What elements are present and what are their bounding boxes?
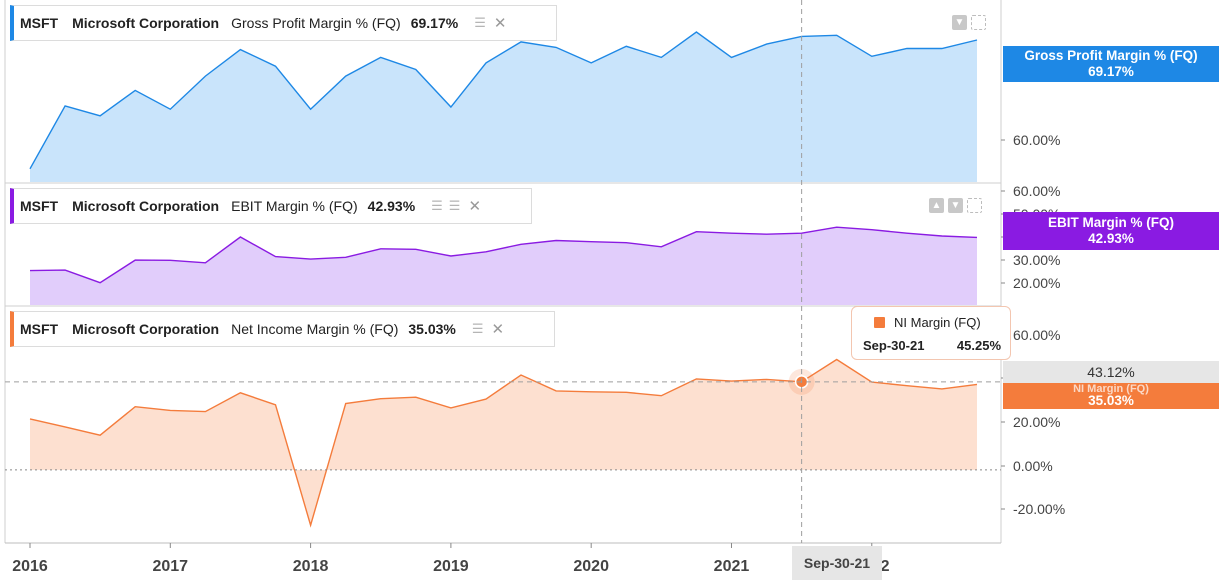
series-area-2 (30, 227, 977, 305)
series-area-3 (30, 359, 977, 526)
legend-gross-profit: MSFT Microsoft Corporation Gross Profit … (10, 5, 557, 41)
legend-metric: Net Income Margin % (FQ) (231, 321, 399, 337)
x-axis: 2016201720182019202020212022 (12, 543, 890, 575)
series-line-3 (29, 358, 978, 528)
chart-series (5, 31, 1001, 528)
x-tick-label: 2020 (573, 558, 609, 575)
chart-panels (4, 0, 1002, 544)
value-tag-ebit: EBIT Margin % (FQ) 42.93% (1003, 212, 1219, 250)
value-tag-gross: Gross Profit Margin % (FQ) 69.17% (1003, 46, 1219, 82)
y-tick-label: 60.00% (1013, 327, 1060, 343)
series-line-2 (29, 226, 978, 284)
tooltip-value: 45.25% (956, 338, 1001, 353)
tag-value: 69.17% (1088, 64, 1134, 79)
legend-ticker: MSFT (20, 15, 59, 31)
x-tick-label: 2016 (12, 558, 48, 575)
y-tick-label: 20.00% (1013, 414, 1060, 430)
close-icon[interactable]: ✕ (468, 198, 482, 215)
crosshair-value-tag: 43.12% (1003, 361, 1219, 383)
layers-icon[interactable]: ☰ (471, 321, 484, 336)
x-tick-label: 2018 (293, 558, 329, 575)
legend-metric: EBIT Margin % (FQ) (231, 198, 358, 214)
legend-value: 69.17% (410, 15, 459, 31)
crosshair (5, 0, 1001, 543)
tag-name: NI Margin (FQ) (1073, 383, 1149, 395)
tag-value: 35.03% (1088, 393, 1134, 408)
y-tick-label: 60.00% (1013, 132, 1060, 148)
layers-icon[interactable]: ☰ (474, 15, 486, 30)
crosshair-value: 43.12% (1087, 364, 1135, 380)
legend-value: 42.93% (367, 198, 416, 214)
maximize-icon[interactable] (971, 15, 986, 30)
move-down-icon[interactable]: ▼ (952, 15, 967, 30)
tag-value: 42.93% (1088, 231, 1134, 246)
legend-company: Microsoft Corporation (72, 198, 220, 214)
data-tooltip: NI Margin (FQ) Sep-30-21 45.25% (851, 306, 1011, 360)
series-line-1 (29, 31, 978, 170)
value-tag-net: NI Margin (FQ) 35.03% (1003, 382, 1219, 409)
y-tick-label: 0.00% (1013, 458, 1053, 474)
maximize-icon[interactable] (967, 198, 982, 213)
tooltip-header: NI Margin (FQ) (874, 315, 981, 330)
x-tick-label: 2017 (152, 558, 188, 575)
close-icon[interactable]: ✕ (491, 321, 505, 338)
move-down-icon[interactable]: ▼ (948, 198, 963, 213)
y-tick-label: 60.00% (1013, 183, 1060, 199)
y-tick-label: 30.00% (1013, 252, 1060, 268)
pane-tools-ebit: ▲ ▼ (929, 198, 982, 213)
series-swatch (874, 317, 885, 328)
legend-net-income: MSFT Microsoft Corporation Net Income Ma… (10, 311, 555, 347)
tooltip-series: NI Margin (FQ) (894, 315, 981, 330)
layers-icon[interactable]: ☰ (431, 198, 443, 213)
layers-icon[interactable]: ☰ (448, 198, 461, 213)
legend-value: 35.03% (408, 321, 456, 337)
legend-company: Microsoft Corporation (72, 321, 220, 337)
crosshair-date-label: Sep-30-21 (792, 546, 882, 580)
tooltip-date: Sep-30-21 (863, 338, 925, 353)
tag-name: EBIT Margin % (FQ) (1048, 215, 1174, 230)
close-icon[interactable]: ✕ (493, 15, 507, 32)
legend-metric: Gross Profit Margin % (FQ) (231, 15, 401, 31)
series-area-1 (30, 32, 977, 182)
x-tick-label: 2019 (433, 558, 469, 575)
y-tick-label: 20.00% (1013, 275, 1060, 291)
tag-name: Gross Profit Margin % (FQ) (1024, 48, 1198, 63)
y-tick-label: -20.00% (1013, 501, 1065, 517)
legend-company: Microsoft Corporation (72, 15, 220, 31)
move-up-icon[interactable]: ▲ (929, 198, 944, 213)
x-tick-label: 2021 (714, 558, 750, 575)
legend-ticker: MSFT (20, 321, 59, 337)
legend-ebit: MSFT Microsoft Corporation EBIT Margin %… (10, 188, 532, 224)
legend-ticker: MSFT (20, 198, 59, 214)
tooltip-values: Sep-30-21 45.25% (863, 338, 1001, 353)
pane-tools-gross: ▼ (952, 15, 986, 30)
